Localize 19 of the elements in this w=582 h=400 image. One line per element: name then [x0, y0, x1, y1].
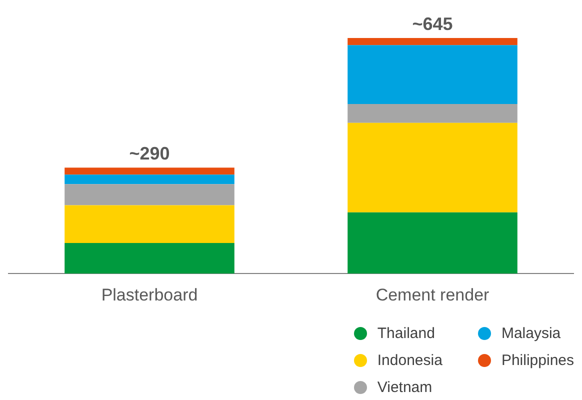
bar — [64, 168, 234, 175]
bar — [348, 122, 518, 212]
annotation: ~290 — [129, 144, 170, 164]
x-tick-label: Plasterboard — [101, 285, 198, 304]
text: ~645 — [412, 14, 453, 34]
legend-label: Indonesia — [377, 352, 442, 369]
bar — [64, 184, 234, 206]
bar — [348, 212, 518, 274]
bar — [64, 205, 234, 243]
bar — [348, 38, 518, 46]
bar — [348, 45, 518, 104]
x-tick-label: Cement render — [376, 285, 490, 304]
legend-label: Malaysia — [501, 325, 561, 342]
bar — [348, 104, 518, 123]
legend-label: Thailand — [377, 325, 435, 342]
legend-label: Vietnam — [377, 379, 432, 396]
legend-label: Philippines — [501, 352, 574, 369]
bar — [64, 174, 234, 184]
bar — [64, 242, 234, 274]
